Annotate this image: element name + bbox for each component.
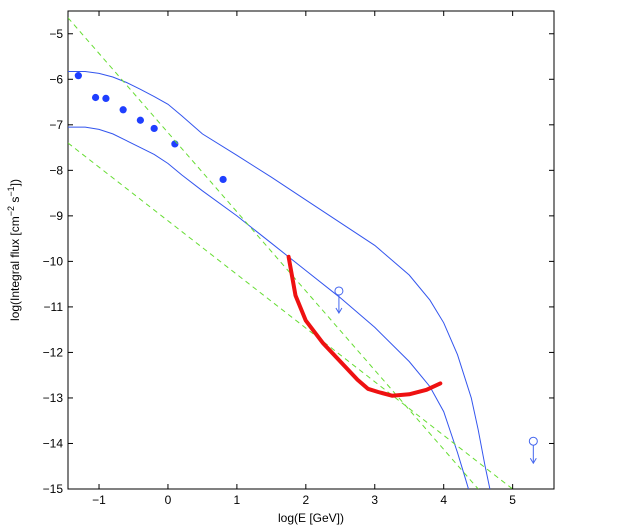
y-tick-label: −15 xyxy=(43,482,64,496)
y-tick-label: −6 xyxy=(49,72,63,86)
y-tick-label: −5 xyxy=(49,27,63,41)
series-line-4 xyxy=(68,142,513,489)
x-tick-label: 1 xyxy=(234,493,241,507)
data-point xyxy=(102,94,110,103)
x-tick-label: 2 xyxy=(302,493,309,507)
y-tick-label: −10 xyxy=(43,254,64,268)
series-layer xyxy=(68,17,538,489)
data-point xyxy=(219,175,227,184)
data-point xyxy=(150,124,158,133)
plot-frame xyxy=(67,10,555,490)
x-axis-label: log(E [GeV]) xyxy=(278,511,344,525)
data-point xyxy=(119,106,127,114)
y-axis-label: log(Integral flux [cm−2 s−1]) xyxy=(6,179,22,321)
tick-layer: −1 0 1 2 3 4 5−5−6−7−8−9−10−11−12−13−14−15 xyxy=(43,11,554,507)
x-tick-label: 5 xyxy=(509,493,516,507)
series-line-1 xyxy=(68,71,491,489)
y-tick-label: −11 xyxy=(44,300,64,314)
data-point xyxy=(74,72,82,80)
x-tick-label: 4 xyxy=(440,493,447,507)
upper-limit-marker xyxy=(334,286,344,314)
y-tick-label: −8 xyxy=(49,163,63,177)
data-point xyxy=(91,93,100,102)
series-line-2 xyxy=(68,126,469,489)
y-tick-label: −12 xyxy=(43,345,64,359)
data-point xyxy=(136,116,144,124)
y-tick-label: −9 xyxy=(49,209,63,223)
y-tick-label: −7 xyxy=(49,118,63,132)
x-tick-label: 0 xyxy=(165,493,172,507)
upper-limit-marker xyxy=(528,436,538,465)
x-tick-label: 3 xyxy=(371,493,378,507)
x-tick-label: −1 xyxy=(92,493,106,507)
y-tick-label: −13 xyxy=(43,391,64,405)
y-tick-label: −14 xyxy=(43,436,64,450)
series-line-5 xyxy=(286,254,443,398)
